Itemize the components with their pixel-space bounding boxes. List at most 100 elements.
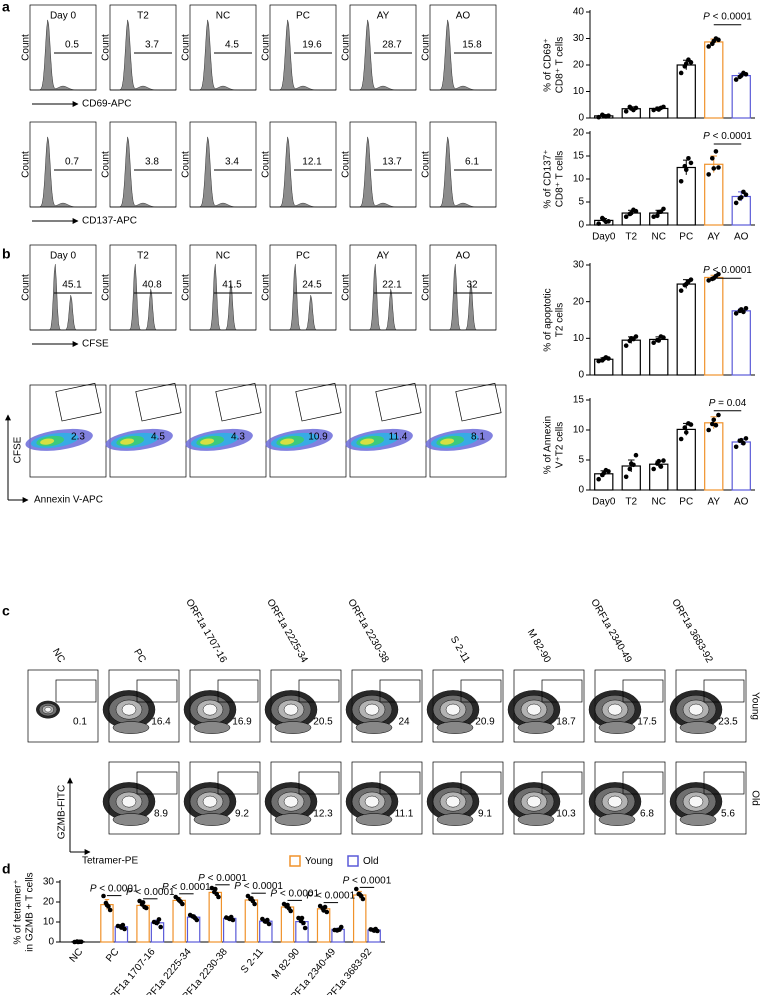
gate-percent: 10.9 (308, 432, 328, 443)
gate-percent: 6.1 (465, 157, 479, 168)
gate (375, 382, 422, 422)
gate-percent: 3.8 (145, 157, 159, 168)
gate-percent: 17.5 (637, 717, 657, 728)
data-point (743, 305, 749, 311)
gate (460, 771, 502, 795)
p-value: P < 0.0001 (343, 875, 392, 886)
gate-percent: 16.9 (232, 717, 252, 728)
y-tick-label: 0 (578, 113, 584, 124)
y-axis-label: CD8⁺ T cells (555, 37, 566, 94)
gate-percent: 0.5 (65, 40, 79, 51)
contour (355, 813, 393, 826)
p-value: P < 0.0001 (234, 881, 283, 892)
histogram-shape (270, 19, 336, 91)
y-tick-label: 20 (573, 128, 585, 139)
axis-label: CFSE (82, 339, 109, 350)
count-label: Count (21, 274, 32, 301)
gate-percent: 8.1 (471, 432, 485, 443)
gate (541, 679, 583, 703)
gate-percent: 9.1 (478, 809, 492, 820)
data-point (706, 172, 711, 177)
y-tick-label: 20 (573, 60, 585, 71)
data-point (678, 179, 684, 184)
plot-title: Day 0 (50, 11, 77, 22)
plot-title: PC (296, 11, 310, 22)
contour (202, 703, 218, 716)
data-point (678, 436, 684, 442)
contour (355, 721, 393, 734)
gate-percent: 18.7 (556, 717, 576, 728)
y-tick-label: 0 (578, 370, 584, 381)
plot-frame (429, 244, 497, 331)
data-point (733, 77, 739, 82)
gate (703, 771, 745, 795)
density-blob (200, 438, 215, 445)
data-point (142, 904, 147, 910)
plot-frame (189, 244, 257, 331)
y-tick-label: 10 (573, 425, 585, 436)
count-label: Count (101, 274, 112, 301)
data-point (596, 476, 601, 482)
contour (283, 795, 299, 808)
data-point (596, 114, 601, 120)
data-point (706, 278, 711, 283)
data-point (661, 458, 666, 463)
data-point (119, 925, 124, 930)
data-point (601, 217, 607, 222)
plot-frame (29, 4, 97, 91)
y-tick-label: 20 (573, 296, 585, 307)
plot-frame (109, 4, 177, 91)
contour (526, 703, 542, 716)
density-blob (40, 438, 55, 445)
count-label: Count (101, 151, 112, 178)
count-label: Count (261, 274, 272, 301)
plot-title: PC (131, 647, 147, 665)
y-tick-label: 30 (573, 33, 585, 44)
data-point (713, 149, 719, 154)
contour (679, 721, 717, 734)
histogram-shape (350, 19, 416, 91)
plot-title: ORF1a 2225-34 (264, 597, 310, 665)
data-point (155, 920, 160, 925)
data-point (227, 916, 233, 922)
p-value: P < 0.0001 (703, 11, 752, 22)
p-value: P < 0.0001 (90, 883, 139, 894)
gate (217, 679, 259, 703)
contour (121, 795, 137, 808)
data-point (683, 167, 689, 173)
y-tick-label: 30 (43, 877, 55, 888)
bar (208, 891, 223, 943)
data-point (623, 109, 629, 114)
p-value: P < 0.0001 (307, 890, 356, 901)
plot-title: ORF1a 1707-16 (183, 597, 229, 665)
plot-title: PC (296, 251, 310, 262)
plot-frame (109, 121, 177, 208)
contour (688, 795, 704, 808)
data-point (596, 221, 601, 226)
gate-percent: 5.6 (721, 809, 735, 820)
data-point (266, 921, 272, 927)
gate-percent: 2.3 (71, 432, 85, 443)
contour (607, 703, 623, 716)
x-tick-label: AY (707, 232, 720, 243)
data-point (623, 474, 629, 480)
x-tick-label: M 82-90 (270, 946, 302, 982)
count-label: Count (421, 274, 432, 301)
y-axis-label: % of tetramer⁺ (13, 879, 24, 944)
legend-swatch (347, 855, 359, 867)
gate (622, 771, 664, 795)
gate (135, 382, 182, 422)
count-label: Count (181, 151, 192, 178)
bar (704, 41, 724, 119)
gate-percent: 11.1 (395, 809, 414, 820)
data-point (628, 210, 634, 216)
data-point (651, 466, 656, 472)
gate (379, 679, 421, 703)
axis-label: CFSE (13, 436, 24, 463)
bar (172, 899, 186, 943)
histogram-shape (110, 264, 176, 331)
histogram-shape (110, 19, 176, 91)
y-tick-label: 10 (573, 86, 585, 97)
data-point (596, 358, 601, 364)
legend-swatch (289, 855, 301, 867)
